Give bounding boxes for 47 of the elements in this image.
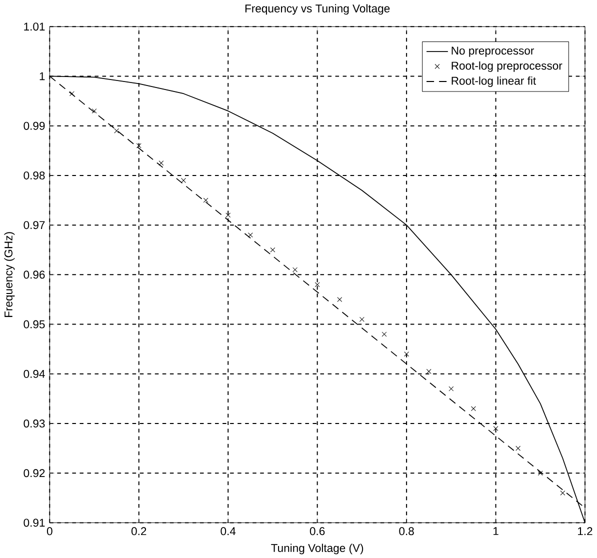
point — [292, 267, 298, 272]
y-tick-label: 1.01 — [24, 22, 45, 30]
x-tick-label: 0.8 — [399, 526, 414, 535]
point — [426, 368, 432, 374]
point — [248, 232, 253, 238]
point — [470, 406, 476, 411]
x-tick-label: 1 — [494, 526, 498, 535]
point — [493, 426, 498, 431]
point — [203, 198, 208, 203]
x-tick-label: 0.6 — [310, 526, 325, 535]
y-tick-label: 0.99 — [24, 122, 45, 130]
point — [136, 143, 142, 148]
x-tick-label: 0.2 — [131, 526, 146, 535]
legend-label: Root-log preprocessor — [452, 61, 562, 72]
y-tick-label: 0.91 — [24, 518, 45, 527]
legend-label: No preprocessor — [452, 46, 534, 57]
point — [560, 490, 566, 496]
x-tick-label: 1.2 — [578, 526, 592, 535]
x-axis-title: Tuning Voltage (V) — [271, 544, 364, 554]
point — [516, 446, 521, 451]
point — [70, 90, 74, 96]
point — [270, 247, 276, 252]
point — [382, 332, 387, 336]
point — [448, 386, 454, 392]
point — [181, 178, 186, 183]
point — [538, 470, 543, 476]
legend-label: Root-log linear fit — [452, 76, 536, 87]
point — [158, 160, 164, 166]
chart-title: Frequency vs Tuning Voltage — [245, 4, 390, 14]
y-tick-label: 1 — [40, 72, 45, 80]
y-tick-label: 0.95 — [24, 320, 45, 328]
point — [359, 316, 364, 322]
point — [226, 212, 231, 218]
y-tick-label: 0.97 — [24, 220, 45, 229]
y-tick-label: 0.94 — [24, 370, 45, 378]
x-tick-label: 0.4 — [220, 526, 236, 535]
point — [337, 296, 342, 302]
y-axis-title: Frequency (GHz) — [4, 232, 15, 317]
y-tick-label: 0.98 — [24, 171, 45, 180]
y-tick-label: 0.93 — [24, 419, 45, 428]
point — [404, 351, 410, 356]
point — [92, 108, 97, 114]
x-tick-label: 0 — [46, 526, 52, 535]
y-tick-label: 0.92 — [24, 468, 45, 477]
point — [314, 282, 320, 287]
y-tick-label: 0.96 — [24, 270, 45, 278]
point — [114, 128, 120, 134]
